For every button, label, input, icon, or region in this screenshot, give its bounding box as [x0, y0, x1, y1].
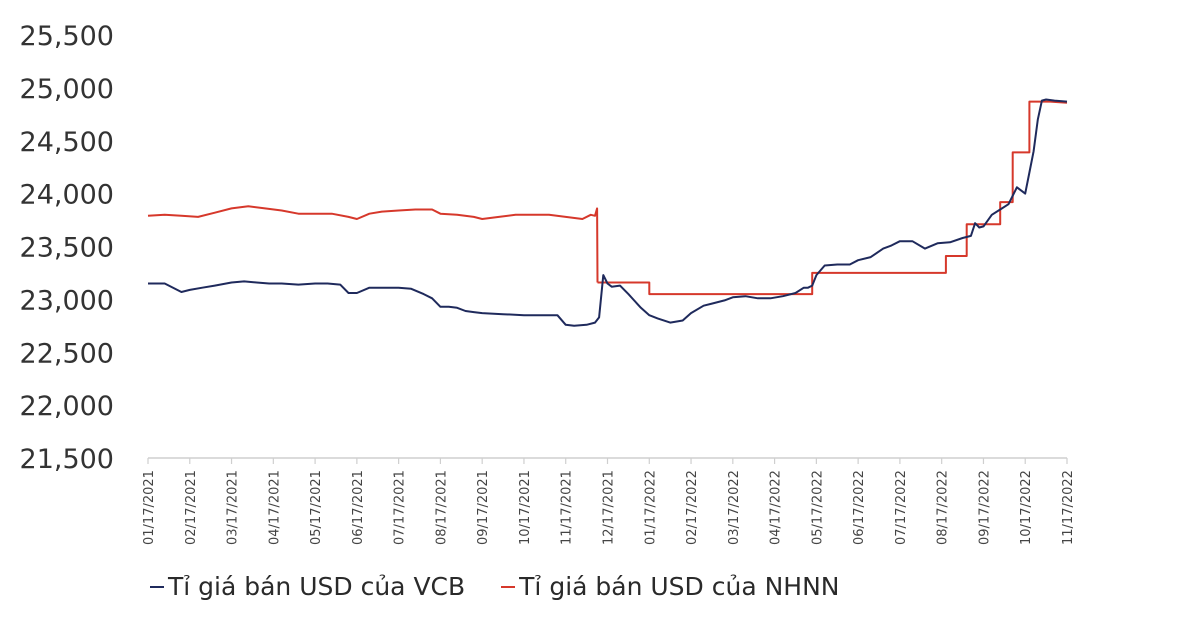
- series-line-nhnn: [147, 205, 599, 283]
- x-tick-label: 02/17/2022: [685, 470, 700, 545]
- series-line-nhnn: [597, 100, 1068, 296]
- x-axis: 01/17/2021 02/17/2021 03/17/2021 04/17/2021…: [142, 457, 1076, 545]
- legend-swatch-vcb: [150, 585, 164, 588]
- x-tick-label: 09/17/2022: [977, 470, 992, 545]
- y-tick-label: 22,000: [20, 391, 114, 422]
- x-tick-label: 07/17/2022: [894, 470, 909, 545]
- x-tick-label: 04/17/2022: [769, 470, 784, 545]
- y-tick-label: 25,000: [20, 74, 114, 105]
- x-tick-label: 10/17/2021: [518, 470, 533, 545]
- y-tick-label: 23,500: [20, 233, 114, 264]
- x-tick-label: 10/17/2022: [1019, 470, 1034, 545]
- legend-label-nhnn: Tỉ giá bán USD của NHNN: [519, 572, 840, 601]
- y-tick-label: 23,000: [20, 285, 114, 316]
- x-tick-label: 04/17/2021: [267, 470, 282, 545]
- series-lines: [147, 98, 1068, 327]
- x-tick-label: 05/17/2021: [309, 470, 324, 545]
- x-tick-label: 06/17/2021: [351, 470, 366, 545]
- legend-item-nhnn: Tỉ giá bán USD của NHNN: [501, 572, 840, 601]
- x-tick-label: 03/17/2022: [727, 470, 742, 545]
- legend-item-vcb: Tỉ giá bán USD của VCB: [150, 572, 465, 601]
- x-tick-label: 08/17/2022: [936, 470, 951, 545]
- y-tick-label: 22,500: [20, 338, 114, 369]
- x-tick-label: 06/17/2022: [852, 470, 867, 545]
- x-tick-label: 11/17/2022: [1061, 470, 1076, 545]
- x-tick-label: 08/17/2021: [434, 470, 449, 545]
- legend-swatch-nhnn: [501, 585, 516, 588]
- series-line-vcb: [148, 98, 1068, 327]
- x-tick-label: 01/17/2022: [643, 470, 658, 545]
- y-tick-label: 25,500: [20, 21, 114, 52]
- x-tick-label: 11/17/2021: [560, 470, 575, 545]
- y-tick-label: 24,000: [20, 180, 114, 211]
- x-tick-label: 05/17/2022: [810, 470, 825, 545]
- x-tick-label: 03/17/2021: [226, 470, 241, 545]
- x-tick-label: 07/17/2021: [393, 470, 408, 545]
- y-tick-label: 24,500: [20, 127, 114, 158]
- y-axis: 25,500 25,000 24,500 24,000 23,500 23,000 22,5…: [20, 21, 114, 475]
- legend-label-vcb: Tỉ giá bán USD của VCB: [168, 572, 466, 601]
- x-tick-label: 01/17/2021: [142, 470, 157, 545]
- x-tick-label: 12/17/2021: [602, 470, 617, 545]
- y-tick-label: 21,500: [20, 444, 114, 475]
- x-tick-label: 02/17/2021: [184, 470, 199, 545]
- legend: Tỉ giá bán USD của VCB Tỉ giá bán USD củ…: [150, 572, 840, 601]
- x-tick-label: 09/17/2021: [476, 470, 491, 545]
